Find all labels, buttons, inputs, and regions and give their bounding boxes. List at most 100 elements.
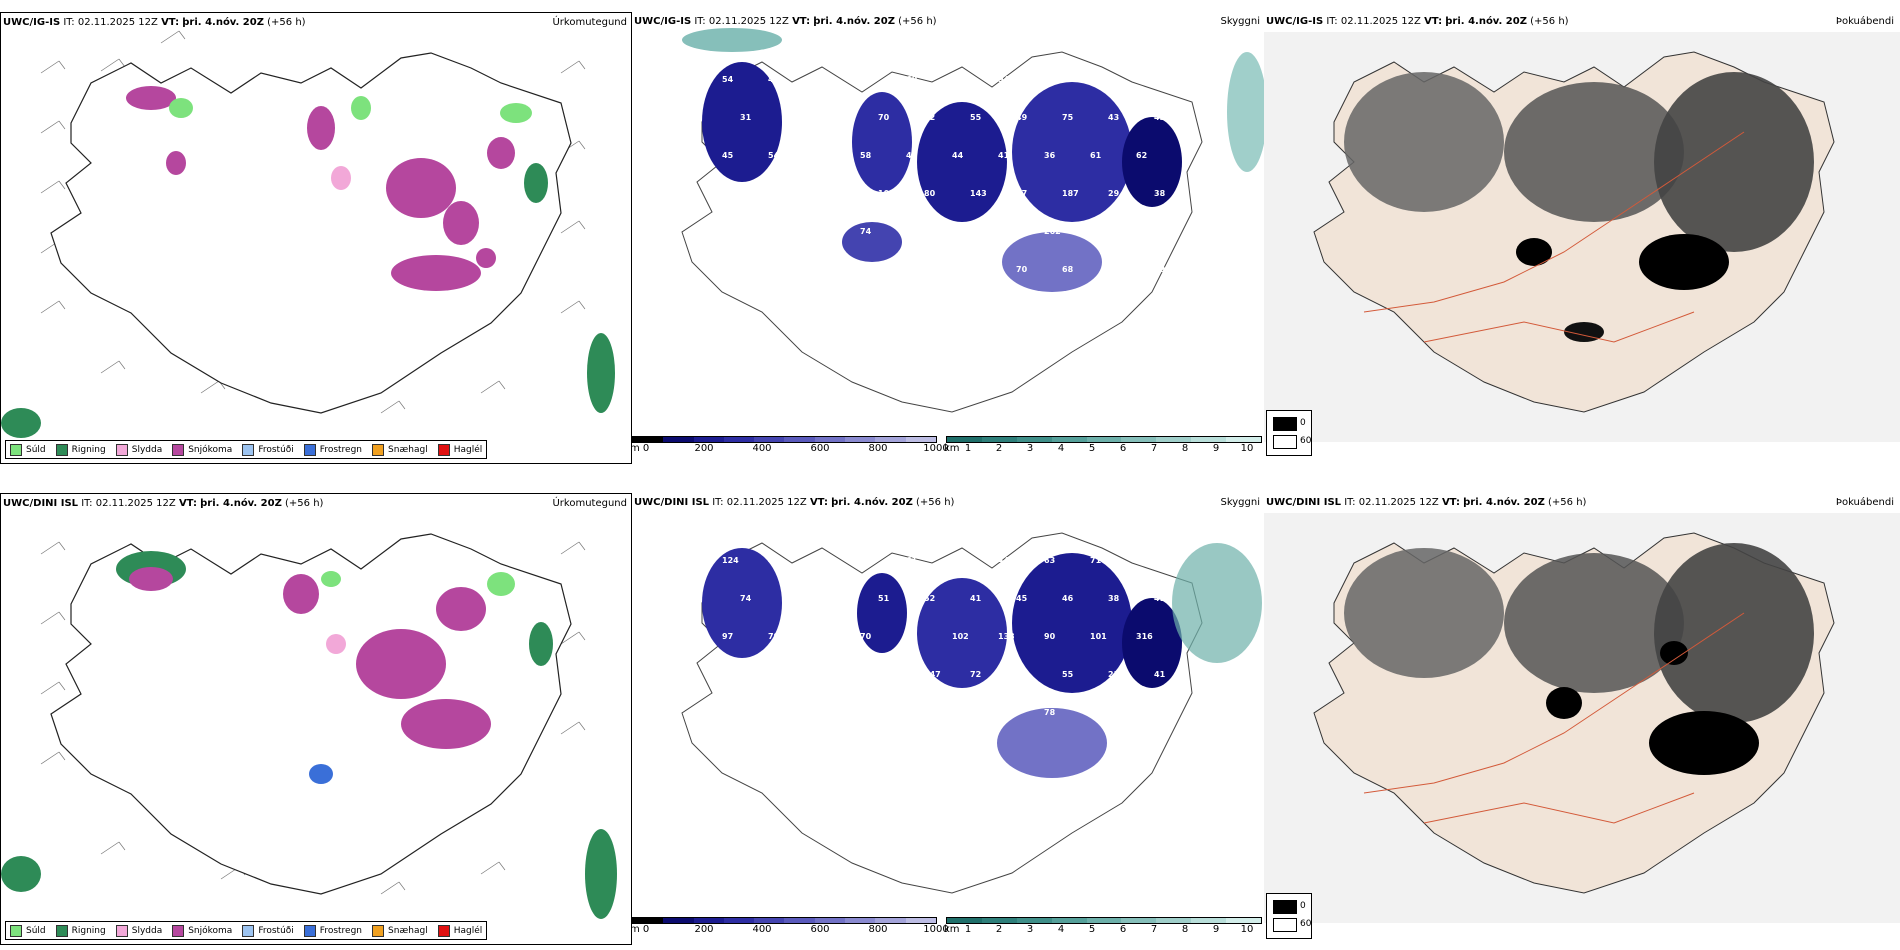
colorbar-tick: 1 (964, 924, 972, 935)
visibility-number: 55 (906, 632, 918, 641)
colorbar-cell (663, 918, 694, 923)
colorbar-cell (784, 437, 815, 442)
visibility-number: 124 (722, 556, 739, 565)
colorbar-cell (754, 918, 785, 923)
colorbar-tick: 8 (1181, 924, 1189, 935)
colorbar-cell (1121, 918, 1157, 923)
visibility-number: 48 (906, 151, 918, 160)
visibility-number: 56 (814, 556, 826, 565)
visibility-number: 72 (1136, 227, 1147, 236)
precip-areas (1, 551, 617, 919)
visibility-number: 49 (1016, 113, 1028, 122)
colorbar-cell (981, 918, 1017, 923)
visibility-number: 94 (998, 75, 1010, 84)
visibility-number: 70 (1016, 265, 1028, 274)
colorbar-tick: 3 (1026, 924, 1034, 935)
visibility-number: 70 (860, 632, 872, 641)
height-colorbar: m 0 200 400 600 800 1000 (632, 917, 949, 935)
colorbar-cell (981, 437, 1017, 442)
visibility-number: 39 (740, 746, 752, 755)
visibility-number: 45 (722, 151, 734, 160)
colorbar-cell (947, 918, 982, 923)
visibility-number: 262 (1044, 227, 1061, 236)
visibility-number: 46 (1136, 75, 1148, 84)
colorbar-tick: 2 (995, 924, 1003, 935)
visibility-number: 54 (722, 75, 734, 84)
precip-type-panel-ig: UWC/IG-IS IT: 02.11.2025 12Z VT: þri. 4.… (0, 12, 632, 464)
legend-item: Snjókoma (172, 443, 232, 456)
precip-legend: Súld Rigning Slydda Snjókoma Frostúði Fr… (5, 440, 488, 459)
visibility-number: 59 (1136, 556, 1148, 565)
visibility-number: 61 (906, 556, 918, 565)
colorbar-cell (1051, 437, 1087, 442)
visibility-colorbar: km 1 2 3 4 5 6 7 8 9 10 (944, 436, 1262, 454)
visibility-number: 187 (1062, 189, 1079, 198)
visibility-number: 73 (832, 189, 843, 198)
visibility-number: 56 (740, 189, 752, 198)
visibility-number: 55 (970, 113, 982, 122)
visibility-number: 68 (722, 227, 734, 236)
colorbar-cell (1086, 918, 1122, 923)
visibility-number: 74 (814, 632, 826, 641)
visibility-number: 51 (1016, 670, 1028, 679)
legend-item: Frostúði (242, 443, 294, 456)
precip-type-panel-dini: UWC/DINI ISL IT: 02.11.2025 12Z VT: þri.… (0, 493, 632, 945)
visibility-number: 74 (860, 227, 872, 236)
iceland-outline (50, 533, 572, 895)
visibility-number: 101 (1090, 632, 1107, 641)
visibility-number: 103 (814, 227, 831, 236)
precip-legend: Súld Rigning Slydda Snjókoma Frostúði Fr… (5, 921, 488, 940)
legend-item: Snjókoma (172, 924, 232, 937)
visibility-number: 21 (998, 227, 1010, 236)
colorbar-cell (693, 918, 724, 923)
visibility-number: 53 (1090, 75, 1101, 84)
visibility-number: 121 (970, 265, 987, 274)
visibility-number: 40 (768, 227, 780, 236)
colorbar-tick: 800 (868, 443, 888, 454)
colorbar-tick: 800 (868, 924, 888, 935)
colorbar-tick: 1000 (923, 924, 949, 935)
visibility-number: 60 (786, 594, 798, 603)
colorbar-cell (723, 918, 755, 923)
visibility-number: 61 (1090, 227, 1102, 236)
fog-map (1264, 513, 1900, 923)
legend-item: Súld (10, 443, 46, 456)
visibility-number: 61 (1090, 151, 1102, 160)
visibility-number: 41 (998, 151, 1010, 160)
panel-title: Úrkomutegund (552, 498, 627, 509)
visibility-number: 102 (952, 632, 969, 641)
visibility-map: 124 40 56 79 61 48 44 63 71 59 74 60 61 51 52 41 45 46 38 4… (681, 532, 1262, 894)
visibility-number: 68 (1062, 265, 1074, 274)
visibility-labels: 124 40 56 79 61 48 44 63 71 59 74 60 61 51 52 41 45 46 38 4… (722, 556, 1166, 755)
visibility-number: 191 (1154, 265, 1171, 274)
precip-areas (1, 86, 615, 438)
visibility-number: 12 (768, 708, 779, 717)
visibility-number: 79 (860, 556, 872, 565)
legend-item: Snæhagl (372, 924, 428, 937)
visibility-panel-ig: UWC/IG-IS IT: 02.11.2025 12Z VT: þri. 4.… (632, 12, 1264, 464)
fog-shading (1344, 72, 1814, 342)
visibility-number: 100 (878, 189, 895, 198)
visibility-number: 70 (878, 113, 890, 122)
visibility-number: 38 (1108, 594, 1120, 603)
visibility-number: 49 (786, 189, 798, 198)
visibility-number: 489 (740, 670, 757, 679)
legend-item: Frostregn (303, 924, 362, 937)
colorbar-tick: 600 (810, 443, 830, 454)
colorbar-tick: 9 (1212, 443, 1220, 454)
visibility-number: 90 (1044, 632, 1056, 641)
roads (1363, 131, 1745, 343)
visibility-number: 51 (878, 594, 890, 603)
visibility-number: 85 (878, 670, 890, 679)
panel-header: UWC/DINI ISL IT: 02.11.2025 12Z VT: þri.… (1266, 497, 1587, 508)
visibility-number: 52 (924, 594, 935, 603)
visibility-number: 84 (1108, 265, 1120, 274)
colorbar-cell (1016, 918, 1052, 923)
colorbar-tick: 600 (810, 924, 830, 935)
colorbar-cell (875, 437, 906, 442)
visibility-number: 110 (952, 227, 969, 236)
colorbar-tick: 3 (1026, 443, 1034, 454)
colorbar-tick: 4 (1057, 924, 1065, 935)
panel-title: Skyggni (1220, 497, 1260, 508)
visibility-number: 29 (1108, 189, 1120, 198)
